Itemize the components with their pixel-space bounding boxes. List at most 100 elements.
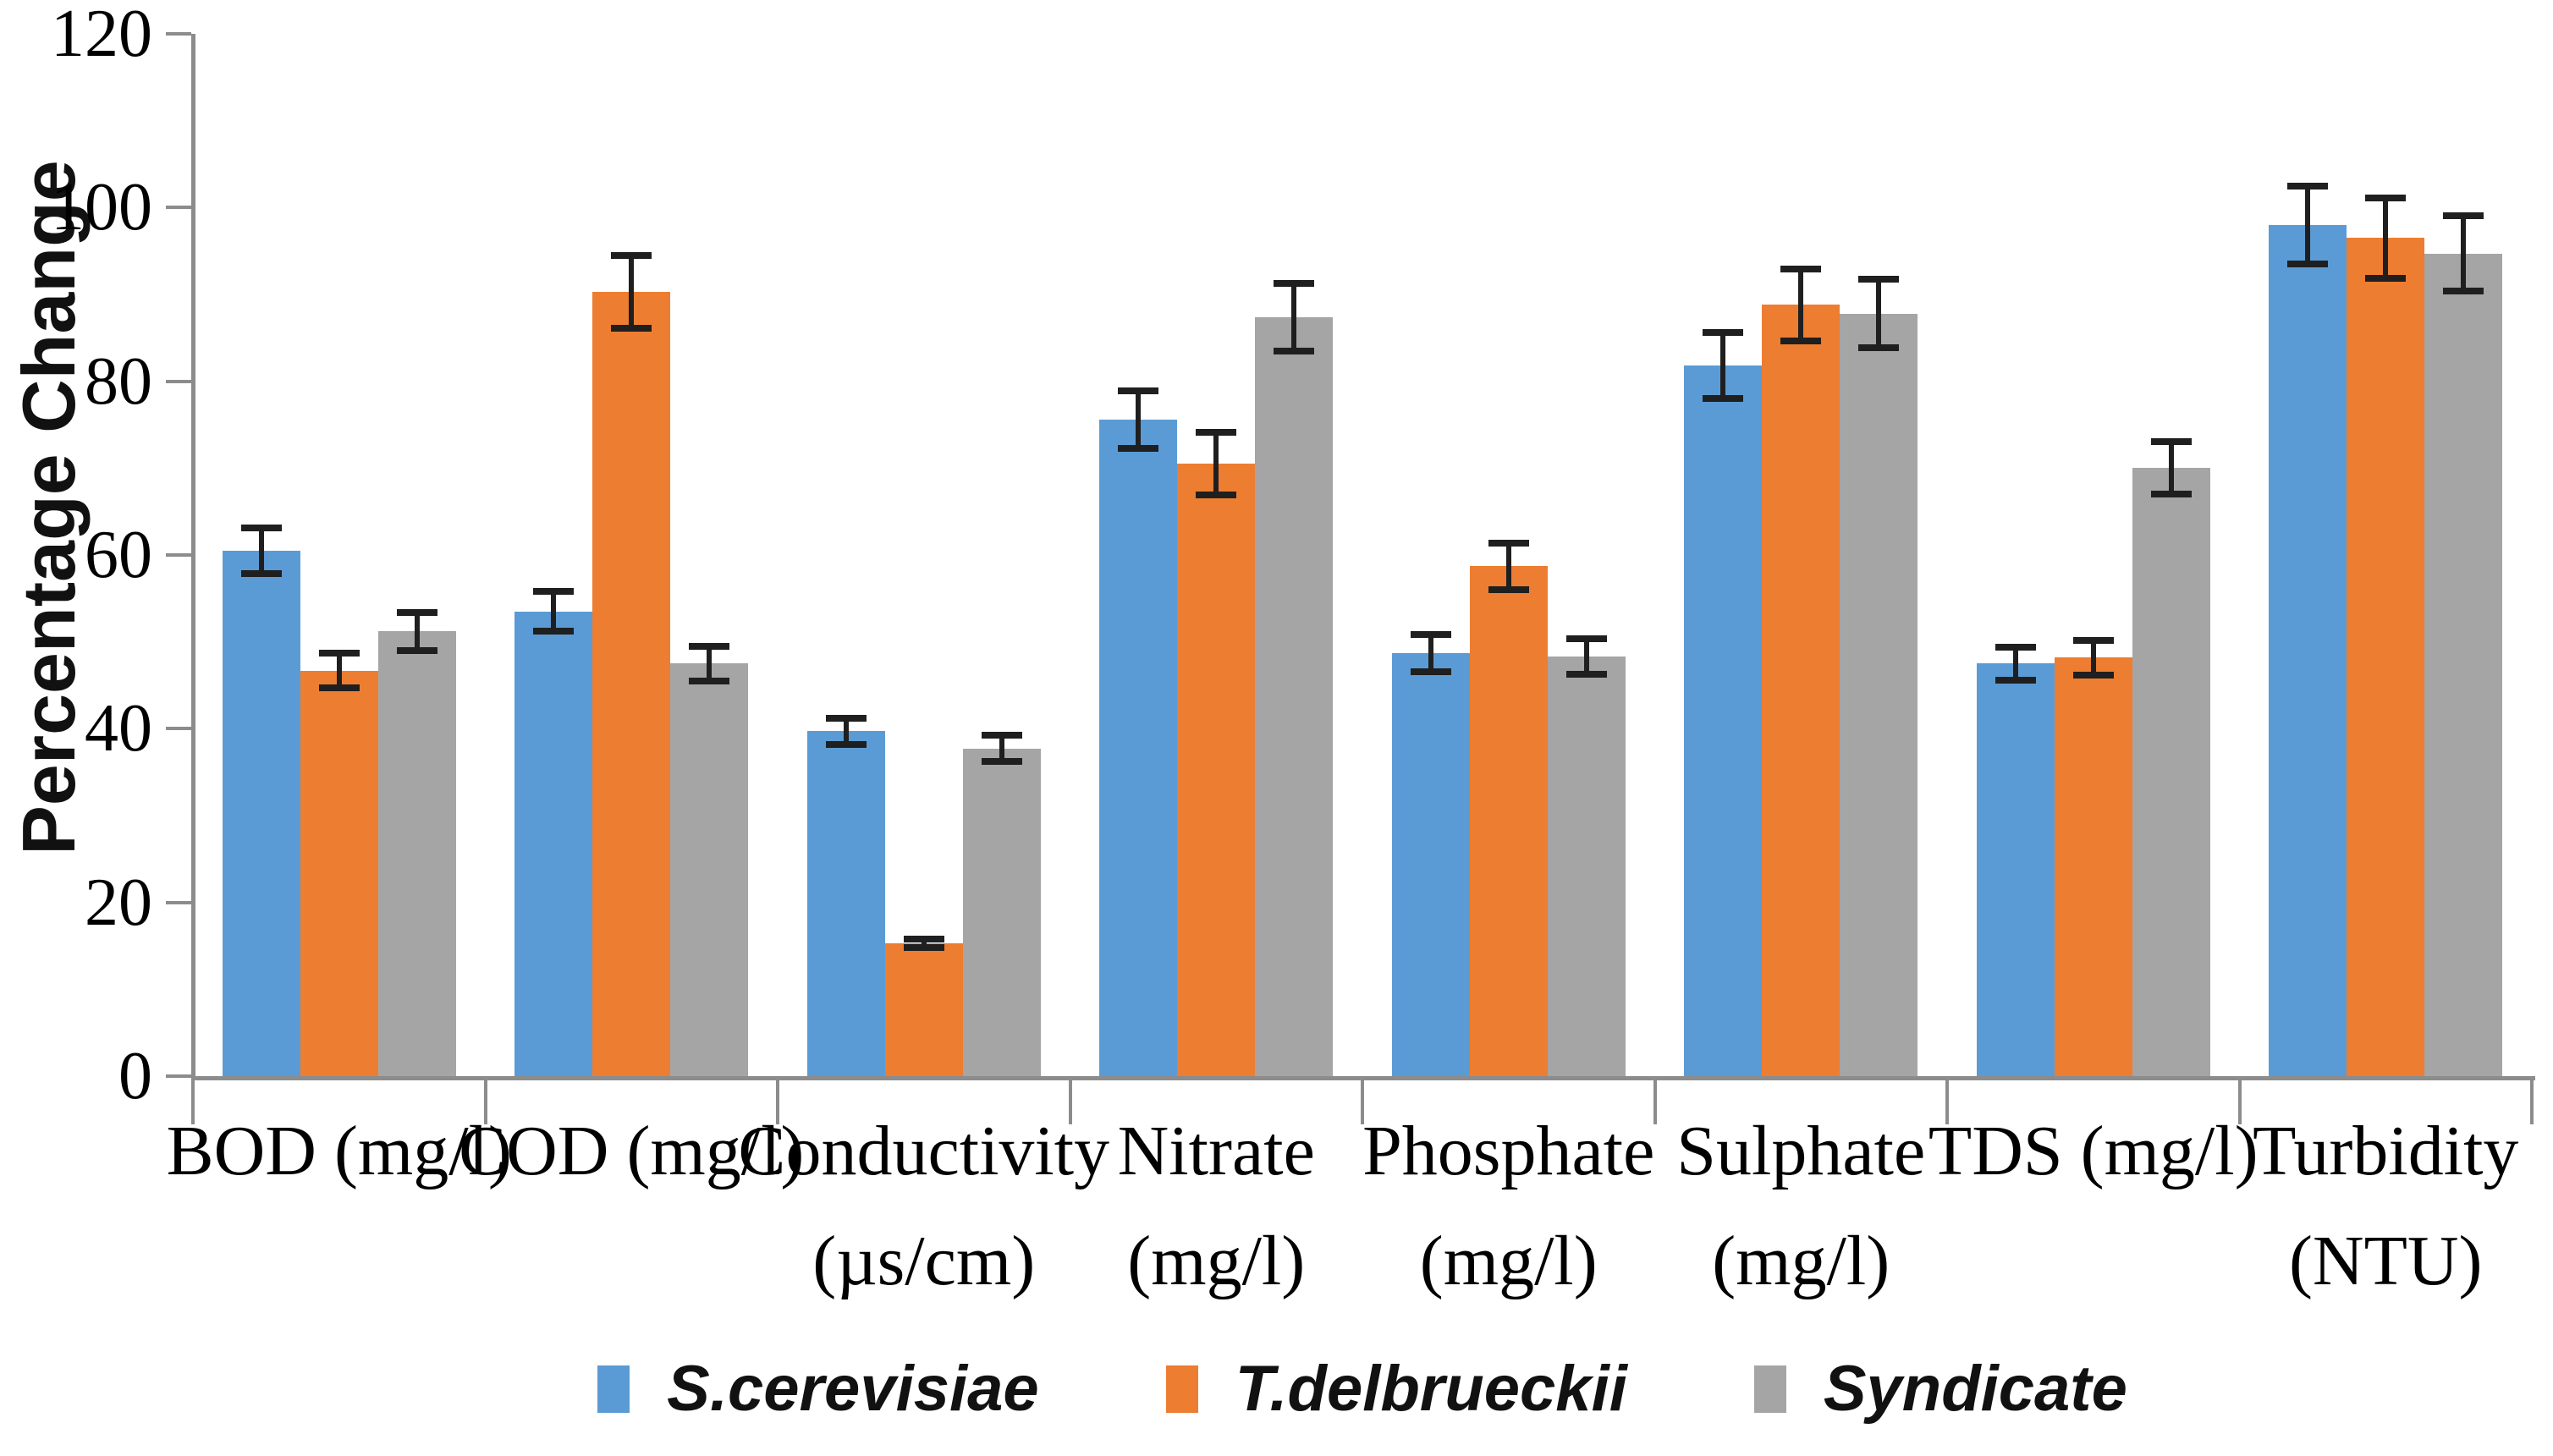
x-axis-tick <box>1068 1080 1072 1124</box>
category-label-line: BOD (mg/l) <box>166 1112 512 1190</box>
error-bar-cap <box>1780 337 1822 344</box>
bar <box>1469 566 1548 1076</box>
x-axis-tick <box>1945 1080 1949 1124</box>
error-bar <box>240 525 282 577</box>
error-bar-cap <box>903 935 944 942</box>
bar <box>2054 657 2132 1076</box>
category-label: Conductivity (µs/cm) <box>738 1096 1109 1316</box>
category-label: Phosphate (mg/l) <box>1362 1096 1654 1316</box>
error-bar-cap <box>396 647 437 655</box>
category-label: Nitrate (mg/l) <box>1118 1096 1315 1316</box>
error-bar <box>2365 194 2407 282</box>
bar <box>806 731 885 1076</box>
bar <box>1391 653 1470 1076</box>
bar <box>2424 253 2503 1076</box>
error-bar <box>1565 635 1607 678</box>
y-axis-tick <box>166 553 191 557</box>
error-bar <box>1780 266 1822 344</box>
x-axis-tick <box>2237 1080 2242 1124</box>
error-bar-line <box>2168 438 2174 498</box>
category-label-line: (µs/cm) <box>812 1222 1036 1301</box>
error-bar-line <box>2383 194 2389 282</box>
error-bar-cap <box>2287 261 2329 268</box>
error-bar-line <box>1583 635 1589 678</box>
y-axis-tick <box>166 379 191 383</box>
error-bar-line <box>2305 182 2311 268</box>
error-bar-line <box>1136 387 1142 452</box>
error-bar-cap <box>825 740 867 748</box>
error-bar-cap <box>396 608 437 616</box>
category-label-line: (mg/l) <box>1712 1222 1890 1301</box>
error-bar-cap <box>689 677 730 684</box>
error-bar <box>1858 276 1900 351</box>
bar <box>1840 313 1918 1076</box>
error-bar-cap <box>2150 491 2192 498</box>
y-axis-tick-label: 20 <box>85 865 152 940</box>
bar <box>514 611 593 1076</box>
error-bar-line <box>999 732 1004 766</box>
bar <box>1547 657 1626 1076</box>
error-bar-cap <box>1565 635 1607 643</box>
error-bar <box>1118 387 1159 452</box>
y-axis <box>191 34 195 1080</box>
bar <box>2132 468 2210 1076</box>
error-bar-cap <box>689 642 730 650</box>
legend-label: S.cerevisiae <box>667 1353 1039 1425</box>
error-bar-cap <box>1565 670 1607 678</box>
y-axis-tick-label: 60 <box>85 518 152 592</box>
error-bar-line <box>336 649 342 692</box>
category-label-line: Turbidity <box>2253 1112 2519 1190</box>
error-bar-cap <box>533 588 575 595</box>
error-bar-cap <box>981 758 1022 766</box>
bar <box>884 942 963 1076</box>
error-bar-cap <box>318 649 360 657</box>
error-bar-line <box>414 608 420 655</box>
y-axis-tick <box>166 206 191 210</box>
error-bar-cap <box>2287 182 2329 190</box>
error-bar-cap <box>318 684 360 692</box>
category-label: Turbidity (NTU) <box>2253 1096 2518 1316</box>
category-label-line: COD (mg/l) <box>459 1112 805 1190</box>
error-bar-cap <box>2365 274 2407 282</box>
error-bar-cap <box>533 628 575 635</box>
error-bar-cap <box>1703 329 1744 337</box>
category-label: BOD (mg/l) <box>167 1096 512 1206</box>
legend: S.cerevisiae T.delbrueckii Syndicate <box>193 1352 2532 1426</box>
error-bar-line <box>1876 276 1882 351</box>
error-bar-cap <box>240 569 282 577</box>
category-label-line: (NTU) <box>2288 1222 2483 1301</box>
error-bar-cap <box>1995 676 2036 684</box>
error-bar <box>1274 279 1315 354</box>
error-bar-line <box>551 588 557 635</box>
error-bar-cap <box>1488 586 1529 594</box>
x-axis-tick <box>1653 1080 1657 1124</box>
category-label-line: Nitrate <box>1117 1112 1315 1190</box>
error-bar-line <box>843 714 849 748</box>
error-bar-line <box>1291 279 1297 354</box>
y-axis-tick <box>166 900 191 904</box>
x-axis-tick <box>191 1080 195 1124</box>
bar <box>300 670 378 1076</box>
error-bar-line <box>1720 329 1726 403</box>
y-axis-tick <box>166 1074 191 1078</box>
error-bar <box>318 649 360 692</box>
y-axis-tick <box>166 727 191 731</box>
error-bar <box>611 251 652 332</box>
x-axis-tick <box>483 1080 487 1124</box>
bar <box>2347 238 2425 1076</box>
error-bar-cap <box>1196 492 1237 499</box>
error-bar-cap <box>2072 636 2114 644</box>
error-bar-line <box>258 525 264 577</box>
category-label-line: (mg/l) <box>1419 1222 1598 1301</box>
error-bar-line <box>1798 266 1804 344</box>
legend-label: T.delbrueckii <box>1235 1353 1627 1425</box>
bar <box>2269 224 2347 1076</box>
y-axis-tick-label: 40 <box>85 691 152 766</box>
bar <box>1099 419 1178 1076</box>
legend-swatch <box>1753 1365 1786 1413</box>
category-label-line: Sulphate <box>1676 1112 1926 1190</box>
error-bar-cap <box>1410 668 1451 675</box>
error-bar-cap <box>1274 279 1315 287</box>
bar <box>222 550 300 1076</box>
error-bar <box>533 588 575 635</box>
